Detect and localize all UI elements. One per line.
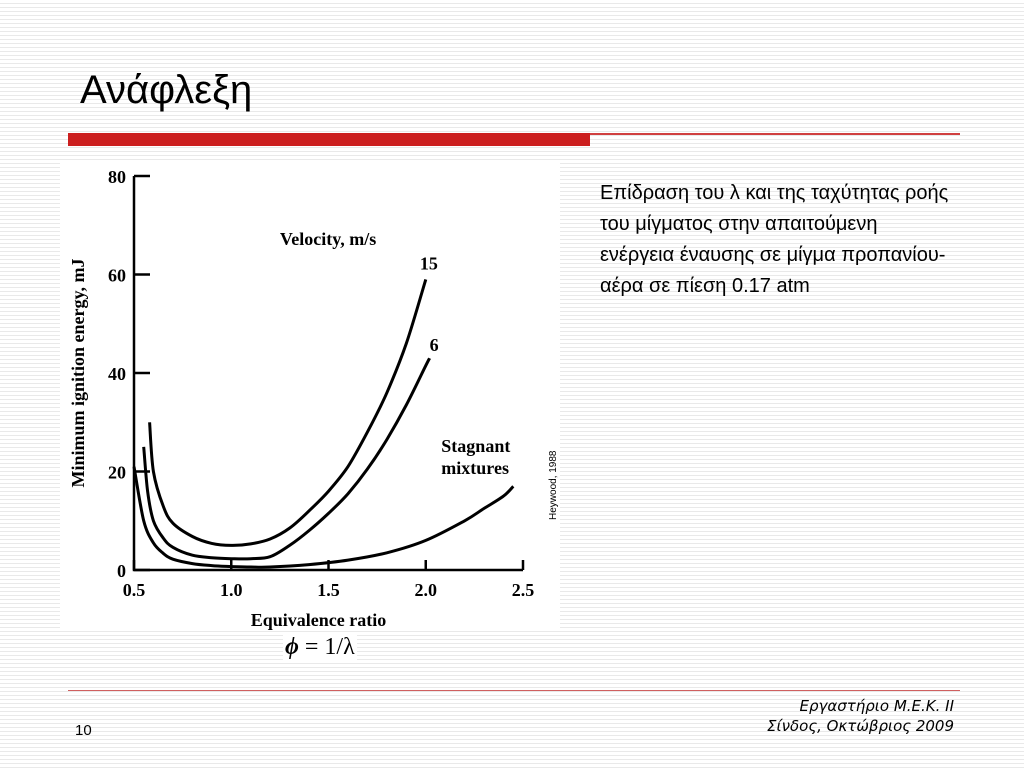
y-tick-label: 40 bbox=[108, 364, 126, 384]
page-number: 10 bbox=[75, 722, 92, 739]
series-label-stagnant-2: mixtures bbox=[441, 458, 509, 478]
legend-title: Velocity, m/s bbox=[280, 229, 376, 249]
chart-panel: 0 20 40 60 80 0.5 1.0 1.5 2.0 2.5 Equivalence rati… bbox=[60, 160, 560, 630]
x-axis-label: Equivalence ratio bbox=[251, 610, 387, 630]
equivalence-formula: ϕ = 1/λ bbox=[283, 634, 357, 661]
y-tick-label: 60 bbox=[108, 266, 126, 286]
footer-rule bbox=[68, 690, 960, 691]
footer-text: Εργαστήριο Μ.Ε.Κ. ΙΙ Σίνδος, Οκτώβριος 2… bbox=[767, 696, 954, 736]
y-tick-label: 0 bbox=[117, 561, 126, 581]
ignition-energy-chart: 0 20 40 60 80 0.5 1.0 1.5 2.0 2.5 Equivalence rati… bbox=[68, 167, 535, 630]
title-underline-bar bbox=[68, 133, 590, 146]
series-label-6: 6 bbox=[430, 335, 439, 355]
x-tick-label: 2.0 bbox=[415, 580, 438, 600]
series-label-15: 15 bbox=[420, 254, 438, 274]
series-velocity-15 bbox=[148, 278, 428, 547]
formula-rest: = 1/λ bbox=[298, 634, 355, 660]
y-axis-label: Minimum ignition energy, mJ bbox=[68, 259, 88, 488]
phi-symbol: ϕ bbox=[285, 634, 299, 660]
series-velocity-6 bbox=[142, 357, 431, 561]
y-tick-label: 20 bbox=[108, 463, 126, 483]
footer-lab-name: Εργαστήριο Μ.Ε.Κ. ΙΙ bbox=[799, 697, 954, 715]
series-label-stagnant-1: Stagnant bbox=[441, 436, 510, 456]
title-underline-line bbox=[590, 133, 960, 135]
y-tick-label: 80 bbox=[108, 167, 126, 187]
chart-credit: Heywood, 1988 bbox=[548, 450, 559, 521]
x-tick-label: 1.0 bbox=[220, 580, 243, 600]
x-tick-label: 2.5 bbox=[512, 580, 535, 600]
slide-title: Ανάφλεξη bbox=[80, 68, 253, 112]
x-tick-label: 0.5 bbox=[123, 580, 146, 600]
footer-location-date: Σίνδος, Οκτώβριος 2009 bbox=[767, 717, 954, 735]
series-stagnant bbox=[132, 466, 515, 569]
x-tick-label: 1.5 bbox=[317, 580, 340, 600]
slide-description: Επίδραση του λ και της ταχύτητας ροής το… bbox=[600, 182, 949, 297]
